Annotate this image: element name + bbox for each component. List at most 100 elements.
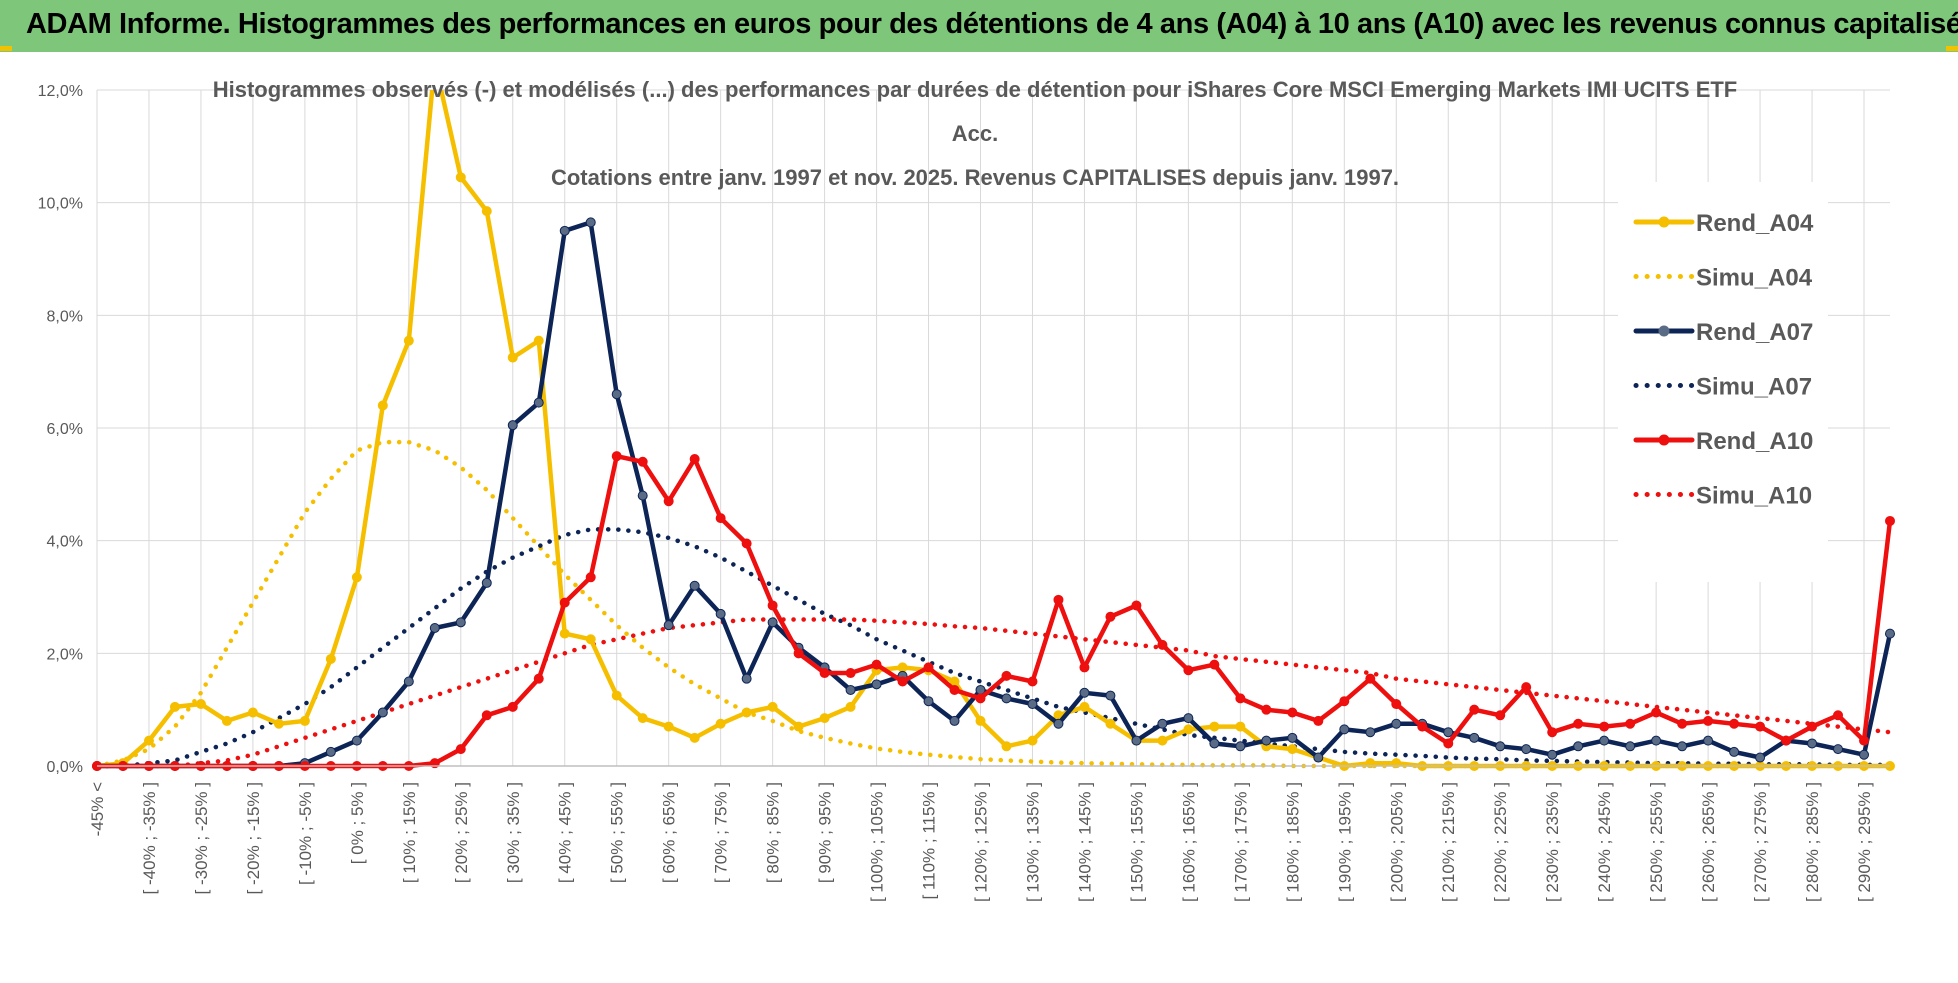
- histogram-chart: 0,0% 2,0% 4,0% 6,0% 8,0% 10,0% 12,0% -45% < [ -…: [0, 52, 1958, 983]
- data-point-rend-a04: [351, 572, 362, 583]
- data-point-rend-a04: [1287, 744, 1298, 755]
- data-point-rend-a07: [1521, 744, 1532, 755]
- x-category-label: [ 10% ; 15% ]: [400, 782, 419, 883]
- data-point-rend-a07: [741, 673, 752, 684]
- data-point-rend-a07: [1287, 732, 1298, 743]
- series-line-simu-a07: [94, 527, 1893, 769]
- legend-marker-rend-a04: [1658, 216, 1670, 228]
- y-tick-label: 4,0%: [47, 534, 83, 551]
- data-point-rend-a10: [1261, 704, 1272, 715]
- data-point-rend-a07: [923, 696, 934, 707]
- data-point-rend-a04: [481, 206, 492, 217]
- y-tick-label: 6,0%: [47, 421, 83, 438]
- data-point-rend-a07: [1079, 687, 1090, 698]
- legend-label-rend-a10: Rend_A10: [1696, 428, 1813, 455]
- data-point-rend-a10: [767, 600, 778, 611]
- data-point-rend-a07: [1443, 727, 1454, 738]
- data-point-rend-a04: [689, 732, 700, 743]
- data-point-rend-a04: [455, 172, 466, 183]
- data-point-rend-a04: [975, 715, 986, 726]
- data-point-rend-a04: [403, 335, 414, 346]
- data-point-rend-a04: [897, 662, 908, 673]
- x-category-label: [ 200% ; 205% ]: [1387, 782, 1406, 902]
- data-point-rend-a10: [1417, 721, 1428, 732]
- data-point-rend-a10: [1131, 600, 1142, 611]
- data-point-rend-a10: [1157, 639, 1168, 650]
- data-point-rend-a10: [533, 673, 544, 684]
- data-point-rend-a07: [455, 617, 466, 628]
- data-point-rend-a07: [429, 622, 440, 633]
- x-category-label: [ 240% ; 245% ]: [1595, 782, 1614, 902]
- x-category-label: [ 290% ; 295% ]: [1855, 782, 1874, 902]
- data-point-rend-a10: [1833, 710, 1844, 721]
- data-point-rend-a04: [1157, 735, 1168, 746]
- data-point-rend-a07: [1209, 738, 1220, 749]
- data-point-rend-a10: [1495, 710, 1506, 721]
- data-point-rend-a04: [741, 707, 752, 718]
- data-point-rend-a07: [533, 397, 544, 408]
- data-point-rend-a07: [585, 217, 596, 228]
- data-point-rend-a07: [1027, 699, 1038, 710]
- x-category-label: [ 0% ; 5% ]: [348, 782, 367, 864]
- data-point-rend-a10: [923, 662, 934, 673]
- legend-label-simu-a04: Simu_A04: [1696, 265, 1813, 292]
- data-point-rend-a10: [481, 710, 492, 721]
- data-point-rend-a04: [767, 701, 778, 712]
- data-point-rend-a07: [845, 684, 856, 695]
- data-point-rend-a07: [1859, 749, 1870, 760]
- data-point-rend-a07: [1365, 727, 1376, 738]
- data-point-rend-a10: [1469, 704, 1480, 715]
- legend-label-rend-a04: Rend_A04: [1696, 210, 1814, 237]
- data-point-rend-a07: [351, 735, 362, 746]
- data-point-rend-a10: [1001, 670, 1012, 681]
- data-point-rend-a07: [611, 389, 622, 400]
- data-point-rend-a10: [1573, 718, 1584, 729]
- x-category-label: [ 30% ; 35% ]: [504, 782, 523, 883]
- data-point-rend-a10: [1703, 715, 1714, 726]
- y-tick-label: 10,0%: [38, 196, 83, 213]
- y-tick-label: 12,0%: [38, 83, 83, 100]
- y-axis: 0,0% 2,0% 4,0% 6,0% 8,0% 10,0% 12,0%: [38, 83, 83, 776]
- x-category-label: [ 100% ; 105% ]: [868, 782, 887, 902]
- data-point-rend-a10: [1651, 707, 1662, 718]
- data-point-rend-a10: [1677, 718, 1688, 729]
- x-category-label: [ -40% ; -35% ]: [140, 782, 159, 894]
- series-line-simu-a10: [94, 617, 1893, 769]
- data-point-rend-a07: [767, 617, 778, 628]
- data-point-rend-a10: [1053, 594, 1064, 605]
- data-point-rend-a04: [663, 721, 674, 732]
- data-point-rend-a10: [1391, 699, 1402, 710]
- data-point-rend-a07: [1183, 713, 1194, 724]
- data-point-rend-a07: [871, 679, 882, 690]
- report-banner: [0, 0, 1958, 52]
- data-point-rend-a07: [1261, 735, 1272, 746]
- x-category-label: [ 140% ; 145% ]: [1075, 782, 1094, 902]
- banner-corner-mark-right: [1946, 46, 1958, 51]
- data-point-rend-a10: [1287, 707, 1298, 718]
- data-point-rend-a04: [143, 735, 154, 746]
- data-point-rend-a10: [975, 693, 986, 704]
- y-tick-label: 2,0%: [47, 646, 83, 663]
- x-axis: -45% < [ -40% ; -35% ] [ -30% ; -25% ] [ -2…: [88, 765, 1890, 902]
- x-category-label: [ 70% ; 75% ]: [712, 782, 731, 883]
- x-category-label: [ 40% ; 45% ]: [556, 782, 575, 883]
- data-point-rend-a04: [585, 634, 596, 645]
- data-point-rend-a10: [715, 513, 726, 524]
- x-category-label: [ -20% ; -15% ]: [244, 782, 263, 894]
- legend-marker-rend-a07: [1658, 325, 1670, 337]
- x-category-label: [ 220% ; 225% ]: [1491, 782, 1510, 902]
- data-point-rend-a10: [1521, 682, 1532, 693]
- data-point-rend-a10: [1183, 665, 1194, 676]
- data-point-rend-a07: [1599, 735, 1610, 746]
- data-point-rend-a04: [377, 400, 388, 411]
- data-point-rend-a10: [949, 684, 960, 695]
- data-point-rend-a04: [1183, 724, 1194, 735]
- data-point-rend-a10: [585, 572, 596, 583]
- data-point-rend-a04: [325, 653, 336, 664]
- data-point-rend-a07: [1235, 741, 1246, 752]
- chart-title-line-1: Histogrammes observés (-) et modélisés (…: [213, 77, 1738, 102]
- data-point-rend-a07: [1651, 735, 1662, 746]
- x-category-label: [ 50% ; 55% ]: [608, 782, 627, 883]
- data-point-rend-a10: [1599, 721, 1610, 732]
- report-title: ADAM Informe. Histogrammes des performan…: [26, 8, 1958, 40]
